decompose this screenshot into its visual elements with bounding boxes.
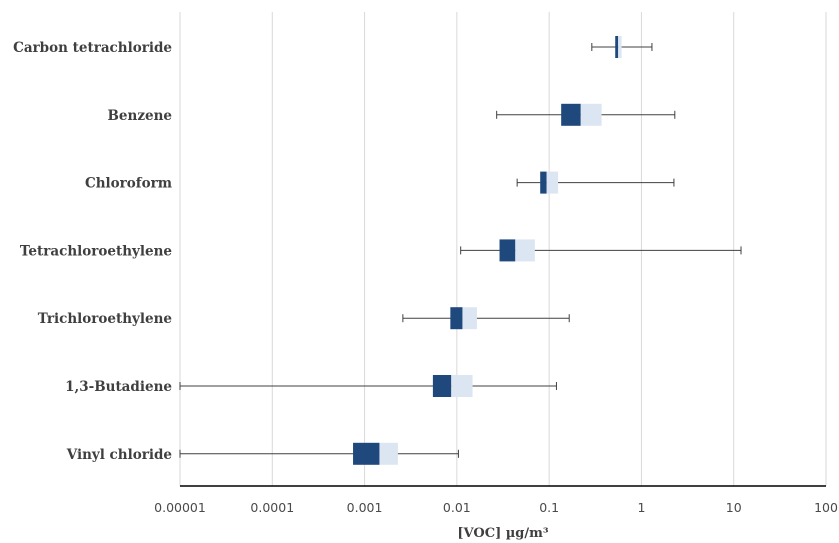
x-tick-label: 0.0001 [250, 500, 294, 515]
box-upper-quartile [379, 442, 398, 465]
category-label: Tetrachloroethylene [20, 243, 172, 259]
x-tick-label: 1 [637, 500, 645, 515]
box-layer [179, 36, 742, 465]
box-upper-quartile [580, 103, 602, 126]
label-layer: 0.00001 0.0001 0.001 0.01 0.1 1 10 100 Carbon te… [13, 40, 838, 515]
category-label: Chloroform [85, 176, 172, 192]
box-upper-quartile [618, 36, 622, 58]
box-lower-quartile [499, 239, 516, 262]
x-tick-label: 0.01 [443, 500, 471, 515]
x-tick-label: 0.00001 [154, 500, 206, 515]
grid-layer [179, 12, 827, 487]
category-label: Carbon tetrachloride [13, 40, 172, 56]
box-lower-quartile [561, 103, 581, 126]
x-tick-label: 10 [726, 500, 742, 515]
box-lower-quartile [432, 375, 452, 397]
box-upper-quartile [462, 307, 477, 330]
x-tick-label: 100 [814, 500, 838, 515]
x-tick-label: 0.1 [539, 500, 559, 515]
category-label: 1,3-Butadiene [65, 379, 172, 395]
box-upper-quartile [451, 375, 473, 397]
box-upper-quartile [546, 171, 559, 194]
x-axis-title: [VOC] µg/m³ [457, 526, 548, 541]
box-lower-quartile [353, 442, 380, 465]
x-tick-label: 0.001 [347, 500, 383, 515]
category-label: Trichloroethylene [38, 311, 172, 327]
category-label: Benzene [108, 108, 172, 124]
box-lower-quartile [540, 171, 547, 194]
box-lower-quartile [450, 307, 463, 330]
box-lower-quartile [615, 36, 619, 58]
box-upper-quartile [515, 239, 535, 262]
category-label: Vinyl chloride [66, 447, 172, 463]
